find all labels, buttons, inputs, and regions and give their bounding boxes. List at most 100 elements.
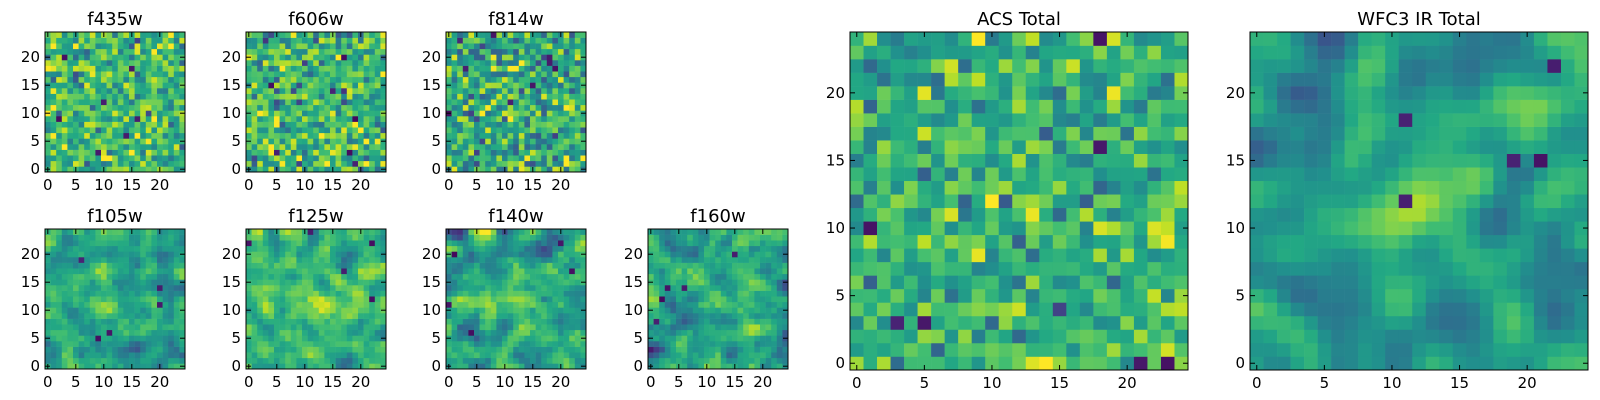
heatmap-cell bbox=[1039, 315, 1054, 330]
heatmap-cell bbox=[363, 65, 370, 72]
heatmap-cell bbox=[123, 240, 130, 247]
heatmap-cell bbox=[134, 290, 141, 297]
heatmap-cell bbox=[318, 32, 325, 38]
heatmap-cell bbox=[507, 229, 514, 235]
heatmap-cell bbox=[112, 296, 119, 303]
heatmap-cell bbox=[358, 251, 364, 258]
heatmap-cell bbox=[563, 346, 570, 353]
heatmap-cell bbox=[369, 76, 376, 83]
heatmap-cell bbox=[380, 71, 387, 78]
heatmap-cell bbox=[720, 341, 727, 347]
heatmap-cell bbox=[257, 60, 264, 66]
heatmap-cell bbox=[715, 324, 722, 331]
heatmap-cell bbox=[552, 54, 559, 61]
heatmap-cell bbox=[676, 285, 682, 291]
heatmap-cell bbox=[457, 307, 464, 314]
heatmap-cell bbox=[341, 93, 348, 100]
heatmap-cell bbox=[112, 104, 119, 111]
heatmap-cell bbox=[737, 257, 744, 263]
heatmap-cell bbox=[101, 251, 107, 258]
heatmap-cell bbox=[518, 335, 525, 342]
heatmap-cell bbox=[664, 285, 671, 291]
heatmap-cell bbox=[262, 54, 269, 61]
heatmap-cell bbox=[330, 54, 336, 61]
heatmap-cell bbox=[704, 257, 710, 263]
heatmap-cell bbox=[502, 273, 508, 280]
heatmap-cell bbox=[944, 288, 959, 303]
heatmap-cell bbox=[290, 37, 297, 44]
heatmap-cell bbox=[157, 285, 163, 291]
heatmap-cell bbox=[446, 116, 452, 122]
heatmap-cell bbox=[1133, 234, 1148, 249]
heatmap-cell bbox=[552, 268, 559, 275]
heatmap-cell bbox=[530, 116, 536, 122]
heatmap-cell bbox=[998, 315, 1013, 330]
heatmap-cell bbox=[363, 155, 370, 162]
heatmap-cell bbox=[101, 65, 107, 72]
heatmap-cell bbox=[552, 149, 559, 156]
heatmap-cell bbox=[771, 346, 778, 353]
heatmap-cell bbox=[485, 37, 492, 44]
heatmap-cell bbox=[262, 245, 269, 252]
heatmap-cell bbox=[535, 352, 542, 359]
heatmap-cell bbox=[84, 262, 91, 269]
heatmap-cell bbox=[1052, 342, 1067, 357]
heatmap-cell bbox=[101, 121, 107, 128]
heatmap-cell bbox=[296, 273, 303, 280]
heatmap-cell bbox=[1147, 167, 1162, 182]
heatmap-cell bbox=[78, 65, 85, 72]
heatmap-cell bbox=[518, 352, 525, 359]
heatmap-cell bbox=[262, 48, 269, 55]
y-tick-label: 20 bbox=[624, 245, 643, 263]
heatmap-cell bbox=[502, 245, 508, 252]
heatmap-cell bbox=[676, 262, 682, 269]
heatmap-cell bbox=[318, 48, 325, 55]
heatmap-cell bbox=[535, 279, 542, 286]
heatmap-cell bbox=[89, 155, 96, 162]
heatmap-cell bbox=[715, 245, 722, 252]
heatmap-cell bbox=[546, 127, 553, 134]
heatmap-cell bbox=[776, 285, 783, 291]
heatmap-cell bbox=[704, 279, 710, 286]
heatmap-cell bbox=[45, 37, 51, 44]
heatmap-cell bbox=[50, 285, 57, 291]
heatmap-cell bbox=[112, 341, 119, 347]
heatmap-cell bbox=[563, 132, 570, 139]
heatmap-cell bbox=[67, 93, 74, 100]
heatmap-cell bbox=[268, 240, 275, 247]
heatmap-cell bbox=[507, 363, 514, 370]
heatmap-cell bbox=[112, 65, 119, 72]
heatmap-cell bbox=[676, 257, 682, 263]
heatmap-cell bbox=[468, 296, 475, 303]
heatmap-cell bbox=[341, 144, 348, 150]
heatmap-cell bbox=[380, 43, 387, 50]
heatmap-cell bbox=[530, 104, 536, 111]
heatmap-cell bbox=[502, 160, 508, 167]
heatmap-cell bbox=[262, 99, 269, 106]
heatmap-cell bbox=[313, 262, 320, 269]
heatmap-cell bbox=[485, 65, 492, 72]
heatmap-cell bbox=[268, 37, 275, 44]
heatmap-cell bbox=[1174, 342, 1189, 357]
heatmap-cell bbox=[374, 279, 381, 286]
heatmap-cell bbox=[251, 32, 258, 38]
heatmap-cell bbox=[490, 346, 497, 353]
heatmap-cell bbox=[558, 301, 564, 308]
y-tick-label: 20 bbox=[21, 245, 40, 263]
heatmap-cell bbox=[485, 160, 492, 167]
heatmap-cell bbox=[754, 363, 761, 370]
heatmap-cell bbox=[659, 335, 666, 342]
heatmap-cell bbox=[290, 229, 297, 235]
heatmap-cell bbox=[134, 268, 141, 275]
heatmap-cell bbox=[352, 229, 359, 235]
heatmap-cell bbox=[78, 268, 85, 275]
heatmap-cell bbox=[446, 290, 452, 297]
heatmap-cell bbox=[518, 149, 525, 156]
heatmap-cell bbox=[117, 251, 124, 258]
heatmap-cell bbox=[754, 262, 761, 269]
heatmap-cell bbox=[574, 290, 581, 297]
heatmap-cell bbox=[743, 262, 750, 269]
heatmap-cell bbox=[1025, 221, 1040, 236]
heatmap-cell bbox=[958, 342, 972, 357]
heatmap-cell bbox=[246, 245, 252, 252]
